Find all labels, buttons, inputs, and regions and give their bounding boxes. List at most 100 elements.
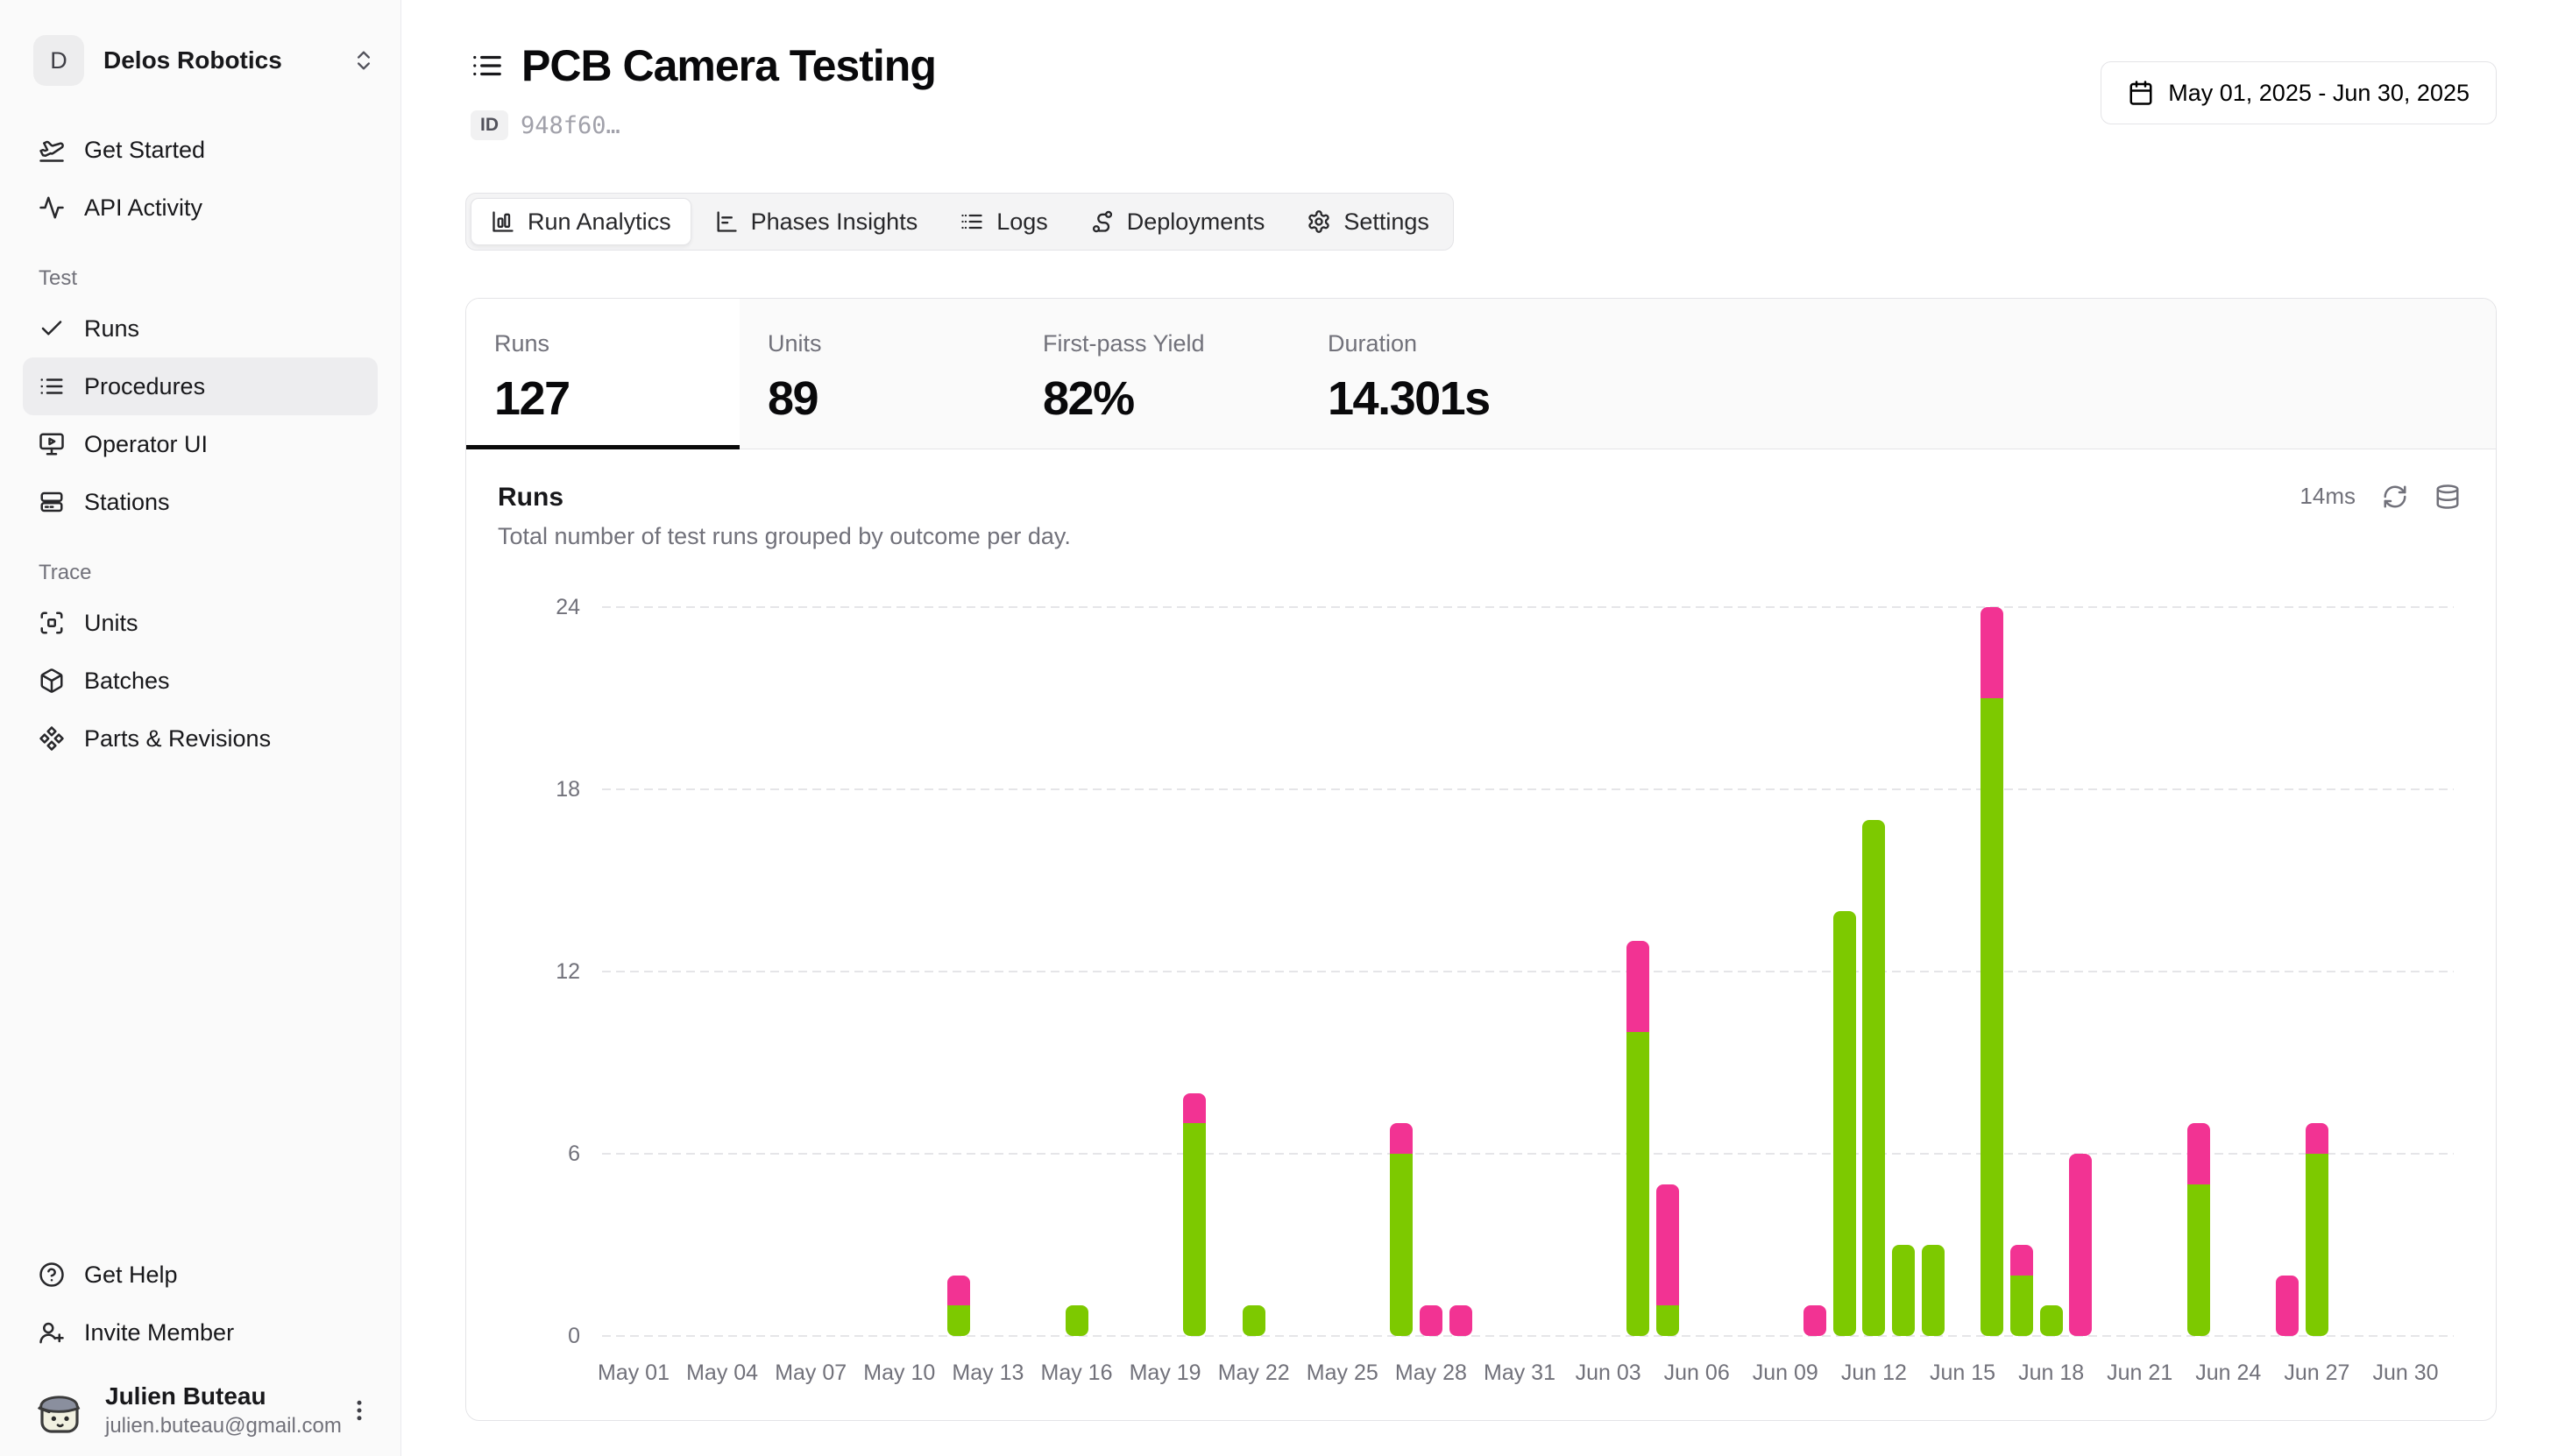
stat-tab-units[interactable]: Units 89 <box>740 299 1015 449</box>
x-axis-tick-label: Jun 27 <box>2284 1361 2350 1385</box>
chart-bar-icon <box>714 209 739 234</box>
run-bar-jun-14 <box>1921 1245 1945 1336</box>
run-bar-may-22 <box>1242 1305 1265 1336</box>
scan-unit-icon <box>39 610 65 636</box>
server-icon <box>39 489 65 515</box>
x-axis-tick-label: May 31 <box>1484 1361 1555 1385</box>
refresh-icon[interactable] <box>2382 484 2408 510</box>
date-range-picker[interactable]: May 01, 2025 - Jun 30, 2025 <box>2101 61 2497 124</box>
run-bar-jun-11 <box>1832 910 1856 1336</box>
tab-bar: Run Analytics Phases Insights Logs Deplo… <box>465 193 1454 251</box>
sidebar-item-label: Runs <box>84 315 140 342</box>
x-axis-tick-label: May 10 <box>863 1361 936 1385</box>
stat-tab-first-pass-yield[interactable]: First-pass Yield 82% <box>1015 299 1300 449</box>
circle-question-icon <box>39 1262 65 1288</box>
y-axis-tick-label: 6 <box>568 1141 580 1166</box>
sidebar-item-get-started[interactable]: Get Started <box>23 121 378 179</box>
bar-segment-pass <box>2305 1153 2328 1336</box>
sidebar-item-api-activity[interactable]: API Activity <box>23 179 378 237</box>
run-bar-jun-18 <box>2039 1305 2063 1336</box>
activity-icon <box>39 194 65 221</box>
kebab-menu-icon[interactable] <box>346 1397 372 1424</box>
x-axis-tick-label: Jun 24 <box>2195 1361 2262 1385</box>
sidebar-item-get-help[interactable]: Get Help <box>23 1246 378 1304</box>
sidebar-item-invite-member[interactable]: Invite Member <box>23 1304 378 1361</box>
bar-segment-fail <box>1449 1305 1472 1336</box>
sidebar-section-test: Test <box>39 266 78 290</box>
tab-run-analytics[interactable]: Run Analytics <box>471 198 691 245</box>
bar-segment-pass <box>1390 1153 1414 1336</box>
sidebar-item-operator-ui[interactable]: Operator UI <box>23 415 378 473</box>
run-bar-jun-12 <box>1862 819 1886 1336</box>
sidebar-item-procedures[interactable]: Procedures <box>23 357 378 415</box>
gridline <box>602 1335 2454 1337</box>
bar-segment-fail <box>1419 1305 1442 1336</box>
bar-segment-fail <box>1183 1092 1207 1124</box>
bar-segment-fail <box>2276 1275 2299 1336</box>
bar-segment-pass <box>1832 910 1856 1336</box>
gridline <box>602 971 2454 972</box>
sidebar-item-units[interactable]: Units <box>23 594 378 652</box>
sidebar-item-parts-revisions[interactable]: Parts & Revisions <box>23 710 378 767</box>
bar-segment-pass <box>2187 1184 2211 1336</box>
y-axis-tick-label: 24 <box>556 595 580 619</box>
bar-segment-pass <box>1892 1245 1916 1336</box>
sidebar-item-label: Units <box>84 609 138 636</box>
stat-value: 127 <box>494 372 570 425</box>
x-axis-tick-label: May 25 <box>1306 1361 1378 1385</box>
run-bar-jun-05 <box>1655 1184 1679 1336</box>
tab-phases-insights[interactable]: Phases Insights <box>695 198 938 245</box>
procedure-id-value[interactable]: 948f60… <box>521 111 620 139</box>
bar-segment-pass <box>1242 1305 1265 1336</box>
chart-meta: 14ms <box>2299 483 2461 510</box>
sidebar-item-batches[interactable]: Batches <box>23 652 378 710</box>
bar-segment-fail <box>1655 1184 1679 1306</box>
tab-label: Deployments <box>1126 208 1265 235</box>
tab-settings[interactable]: Settings <box>1287 198 1449 245</box>
run-bar-may-29 <box>1449 1305 1472 1336</box>
tab-label: Logs <box>996 208 1048 235</box>
tab-deployments[interactable]: Deployments <box>1071 198 1285 245</box>
date-range-label: May 01, 2025 - Jun 30, 2025 <box>2168 79 2470 106</box>
y-axis-tick-label: 0 <box>568 1324 580 1348</box>
bar-segment-pass <box>946 1305 970 1336</box>
bar-segment-pass <box>2039 1305 2063 1336</box>
user-menu[interactable]: Julien Buteau julien.buteau@gmail.com <box>23 1382 378 1438</box>
stat-label: First-pass Yield <box>1043 330 1205 357</box>
bar-segment-fail <box>1390 1123 1414 1154</box>
sidebar: D Delos Robotics Get Started API Activit… <box>0 0 401 1456</box>
sidebar-item-runs[interactable]: Runs <box>23 300 378 357</box>
database-icon[interactable] <box>2434 484 2461 510</box>
tab-logs[interactable]: Logs <box>940 198 1067 245</box>
y-axis-tick-label: 18 <box>556 777 580 802</box>
sidebar-item-stations[interactable]: Stations <box>23 473 378 531</box>
org-name: Delos Robotics <box>103 46 282 74</box>
chart-subtitle: Total number of test runs grouped by out… <box>498 523 1071 549</box>
stat-value: 14.301s <box>1328 372 1491 425</box>
x-axis-tick-label: Jun 15 <box>1929 1361 1996 1385</box>
sidebar-item-label: Stations <box>84 488 170 515</box>
calendar-icon <box>2128 80 2154 106</box>
chart-title: Runs <box>498 483 563 512</box>
x-axis-tick-label: May 07 <box>775 1361 847 1385</box>
bar-segment-pass <box>1921 1245 1945 1336</box>
chart-column-icon <box>491 209 515 234</box>
y-axis-tick-label: 12 <box>556 959 580 984</box>
chart-header-texts: Runs Total number of test runs grouped b… <box>498 483 1071 550</box>
org-selector[interactable]: D Delos Robotics <box>33 35 376 86</box>
stat-tab-runs[interactable]: Runs 127 <box>466 299 740 449</box>
x-axis-tick-label: Jun 18 <box>2018 1361 2085 1385</box>
tab-label: Settings <box>1343 208 1429 235</box>
run-bar-jun-10 <box>1803 1305 1826 1336</box>
stats-strip: Runs 127 Units 89 First-pass Yield 82% D… <box>466 299 2496 449</box>
sidebar-nav: Get Started API Activity Test Runs Proce… <box>0 121 400 767</box>
bar-segment-fail <box>1981 607 2004 698</box>
stat-tab-duration[interactable]: Duration 14.301s <box>1300 299 2496 449</box>
procedure-list-icon <box>471 49 504 82</box>
bar-segment-pass <box>1183 1123 1207 1336</box>
log-list-icon <box>960 209 984 234</box>
bar-segment-fail <box>1626 941 1649 1033</box>
bar-segment-fail <box>946 1275 970 1306</box>
run-bar-may-20 <box>1183 1092 1207 1336</box>
sidebar-item-label: Batches <box>84 667 170 694</box>
